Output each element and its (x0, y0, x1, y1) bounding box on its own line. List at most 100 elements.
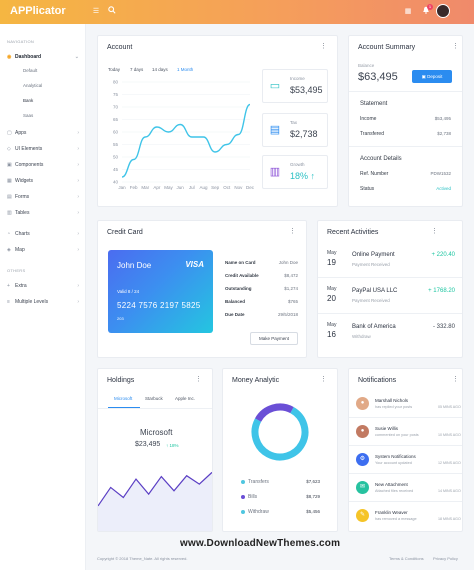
sidebar-item-tables[interactable]: ▥ Tables › (7, 208, 81, 218)
deposit-icon: ▣ (421, 74, 428, 79)
holdings-tab-apple[interactable]: Apple Inc. (175, 396, 196, 401)
x-tick-label: Mar (141, 185, 149, 190)
cc-row-value: $8,472 (284, 273, 298, 278)
x-tick-label: Jun (177, 185, 185, 190)
y-tick-label: 70 (113, 105, 119, 110)
cc-row-label: Outstanding (225, 286, 252, 291)
more-vertical-icon[interactable]: ⋮ (320, 376, 327, 383)
chevron-right-icon: › (77, 299, 79, 305)
sidebar-item-forms[interactable]: ▤ Forms › (7, 192, 81, 202)
x-tick-label: Sep (211, 185, 220, 190)
y-tick-label: 75 (113, 92, 119, 97)
money-analytic-card: Money Analytic ⋮ (222, 368, 338, 532)
account-summary-card: Account Summary ⋮ (348, 35, 463, 207)
holdings-title: Holdings (107, 377, 135, 384)
status-label: Status (360, 186, 375, 192)
deposit-button[interactable]: ▣ Deposit (412, 70, 452, 83)
sidebar-item-label: Components (15, 162, 44, 168)
message-icon: ✎ (356, 509, 369, 522)
ref-number-value: PDW1532 (430, 171, 451, 176)
sidebar-sub-saas[interactable]: Saas (23, 113, 34, 118)
donut-slice (254, 403, 294, 422)
deposit-label: Deposit (427, 74, 443, 79)
money-title: Money Analytic (232, 377, 280, 384)
notification-title[interactable]: Franklin Weaver (375, 510, 408, 515)
sidebar-item-ui-elements[interactable]: ◇ UI Elements › (7, 144, 81, 154)
more-vertical-icon[interactable]: ⋮ (431, 228, 438, 235)
account-tab-7days[interactable]: 7 days (130, 67, 144, 72)
cc-row-label: Credit Available (225, 273, 259, 278)
activity-day: 16 (327, 330, 336, 339)
footer-copyright: Copyright © 2018 Theme_Nate. All rights … (97, 556, 188, 561)
series-line (121, 103, 251, 178)
more-vertical-icon[interactable]: ⋮ (195, 376, 202, 383)
notifications-title: Notifications (358, 377, 397, 384)
notification-time: 12 MINS AGO (438, 461, 461, 465)
notification-sub: Attached files received (375, 489, 414, 493)
notification-sub: has removed a message (375, 517, 417, 521)
growth-value: 18% ↑ (290, 171, 316, 181)
sidebar-item-charts[interactable]: ◔ Charts › (7, 229, 81, 239)
footer-terms-link[interactable]: Terms & Conditions (389, 556, 424, 561)
sidebar-others-heading: OTHERS (7, 268, 26, 273)
sidebar-item-multiple-levels[interactable]: ≡ Multiple Levels › (7, 297, 81, 307)
notification-title[interactable]: Marshall Nichols (375, 398, 409, 403)
credit-card-visual: John Doe VISA Valid 8 / 24 5224 7576 219… (108, 250, 213, 333)
footer-privacy-link[interactable]: Privacy Policy (433, 556, 458, 561)
notification-title[interactable]: System Notifications (375, 454, 416, 459)
more-vertical-icon[interactable]: ⋮ (320, 43, 327, 50)
holdings-tab-microsoft[interactable]: Microsoft (114, 396, 133, 401)
sidebar: NAVIGATION ◉ Dashboard ⌄ Default Analytic… (0, 24, 86, 570)
more-vertical-icon[interactable]: ⋮ (452, 43, 459, 50)
account-tab-today[interactable]: Today (108, 67, 121, 72)
sidebar-item-dashboard[interactable]: ◉ Dashboard ⌄ (7, 52, 81, 62)
attachment-icon: ✉ (356, 481, 369, 494)
activity-title[interactable]: Bank of America (352, 324, 396, 330)
holdings-tab-starbuck[interactable]: Starbuck (145, 396, 163, 401)
more-vertical-icon[interactable]: ⋮ (289, 228, 296, 235)
activity-day: 20 (327, 294, 336, 303)
account-tab-1month[interactable]: 1 Month (177, 67, 194, 72)
activity-month: May (327, 322, 337, 328)
money-donut-chart (251, 403, 309, 461)
make-payment-button[interactable]: Make Payment (250, 332, 298, 345)
wallet-icon: ▭ (269, 80, 281, 92)
chevron-right-icon: › (77, 194, 79, 200)
menu-icon[interactable]: ☰ (92, 8, 100, 15)
divider (349, 501, 462, 502)
sidebar-item-apps[interactable]: ▢ Apps › (7, 128, 81, 138)
sidebar-sub-bank[interactable]: Bank (23, 98, 34, 103)
activity-title[interactable]: Online Payment (352, 252, 395, 258)
sidebar-item-extra[interactable]: + Extra › (7, 281, 81, 291)
chevron-right-icon: › (77, 247, 79, 253)
app-logo[interactable]: APPlicator (10, 5, 66, 17)
sidebar-sub-default[interactable]: Default (23, 68, 38, 73)
notification-time: 18 MINS AGO (438, 517, 461, 521)
sidebar-item-widgets[interactable]: ▦ Widgets › (7, 176, 81, 186)
grid-menu-icon[interactable]: ▦ (404, 8, 412, 15)
sidebar-sub-analytical[interactable]: Analytical (23, 83, 43, 88)
account-title: Account (107, 44, 133, 51)
cc-row-label: Balanced (225, 299, 246, 304)
card-number: 5224 7576 2197 5825 (117, 301, 201, 310)
account-tab-14days[interactable]: 14 days (152, 67, 168, 72)
box-icon: ▣ (7, 162, 12, 168)
search-icon[interactable] (106, 6, 118, 18)
cc-row-label: Name on Card (225, 260, 256, 265)
plus-icon: + (7, 283, 10, 289)
sidebar-item-map[interactable]: ◈ Map › (7, 245, 81, 255)
user-avatar[interactable] (436, 4, 450, 18)
activity-title[interactable]: PayPal USA LLC (352, 288, 398, 294)
sidebar-item-label: Forms (15, 194, 30, 200)
more-vertical-icon[interactable]: ⋮ (452, 376, 459, 383)
notification-title[interactable]: New Attachment (375, 482, 408, 487)
holdings-value: $23,495 (135, 441, 161, 448)
notification-sub: commented on your posts (375, 433, 419, 437)
notification-time: 14 MINS AGO (438, 489, 461, 493)
sidebar-item-label: Map (15, 247, 25, 253)
notification-title[interactable]: Susie Willis (375, 426, 399, 431)
activities-title: Recent Activities (327, 229, 379, 236)
sidebar-item-components[interactable]: ▣ Components › (7, 160, 81, 170)
activity-sub: Payment Received (352, 298, 390, 303)
x-tick-label: May (164, 185, 173, 190)
